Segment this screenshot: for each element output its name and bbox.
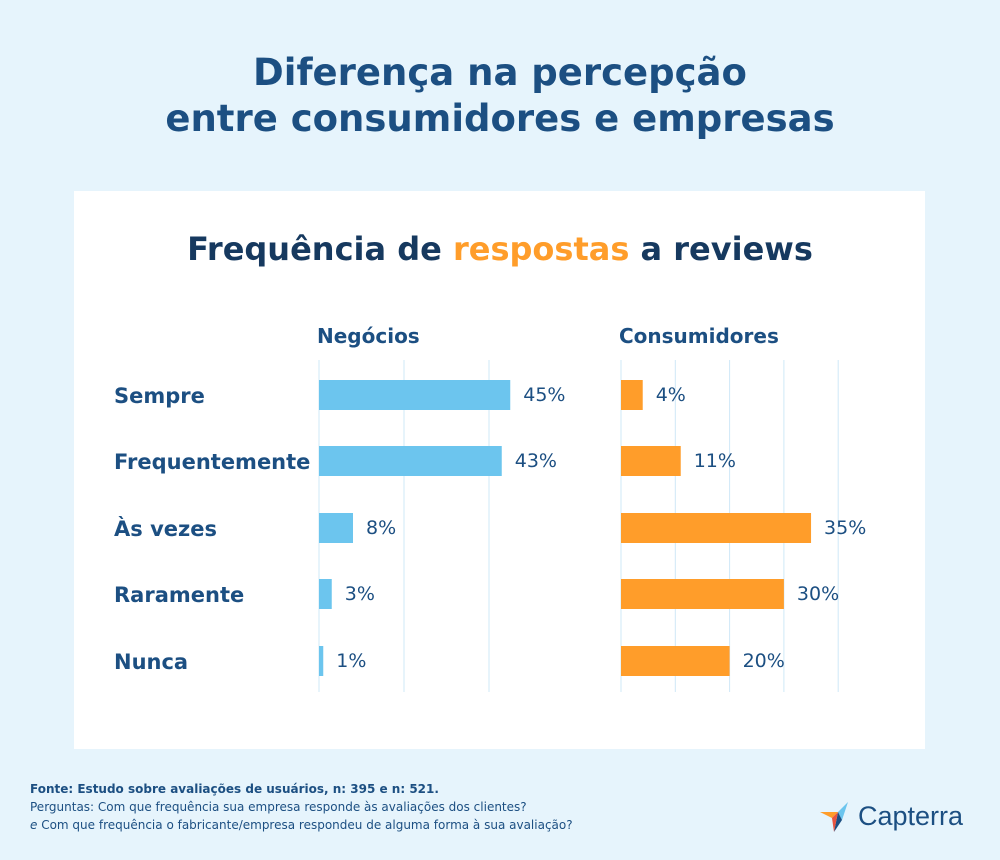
bar-negocios bbox=[319, 646, 324, 676]
bar-negocios bbox=[319, 579, 332, 609]
value-label-negocios: 43% bbox=[515, 450, 557, 472]
source-text: Fonte: Estudo sobre avaliações de usuári… bbox=[30, 782, 439, 796]
logo-text: Capterra bbox=[858, 800, 964, 831]
capterra-arrow-icon bbox=[820, 802, 848, 832]
value-label-negocios: 8% bbox=[366, 517, 396, 539]
value-label-consumidores: 35% bbox=[824, 517, 866, 539]
value-label-consumidores: 20% bbox=[743, 650, 785, 672]
question-2-text: Com que frequência o fabricante/empresa … bbox=[37, 818, 573, 832]
chart-title-part-1: Frequência de bbox=[187, 230, 453, 268]
value-label-consumidores: 30% bbox=[797, 583, 839, 605]
page-title: Diferença na percepção entre consumidore… bbox=[0, 50, 1000, 142]
bar-consumidores bbox=[621, 513, 812, 543]
page-title-line-2: entre consumidores e empresas bbox=[165, 97, 835, 140]
category-label: Às vezes bbox=[114, 516, 217, 541]
bar-negocios bbox=[319, 380, 511, 410]
chart-title-part-2: a reviews bbox=[629, 230, 813, 268]
bar-consumidores bbox=[621, 579, 784, 609]
question-1-text: Perguntas: Com que frequência sua empres… bbox=[30, 800, 527, 814]
panel-title-negocios: Negócios bbox=[317, 324, 420, 348]
category-label: Sempre bbox=[114, 384, 205, 408]
value-label-negocios: 45% bbox=[523, 384, 565, 406]
value-label-negocios: 1% bbox=[336, 650, 366, 672]
category-label: Frequentemente bbox=[114, 450, 310, 474]
value-label-consumidores: 4% bbox=[656, 384, 686, 406]
question-2-prefix: e bbox=[30, 818, 38, 832]
capterra-logo: Capterra bbox=[818, 796, 963, 836]
value-label-consumidores: 11% bbox=[694, 450, 736, 472]
chart-title: Frequência de respostas a reviews bbox=[0, 230, 1000, 268]
question-2-line: e Com que frequência o fabricante/empres… bbox=[30, 816, 750, 834]
category-label: Raramente bbox=[114, 583, 244, 607]
panel-title-consumidores: Consumidores bbox=[619, 324, 779, 348]
category-label: Nunca bbox=[114, 650, 188, 674]
bar-consumidores bbox=[621, 380, 643, 410]
bar-negocios bbox=[319, 513, 353, 543]
page-title-line-1: Diferença na percepção bbox=[253, 51, 747, 94]
bar-consumidores bbox=[621, 646, 730, 676]
chart-title-highlight: respostas bbox=[452, 230, 630, 268]
bar-consumidores bbox=[621, 446, 681, 476]
value-label-negocios: 3% bbox=[345, 583, 375, 605]
source-note: Fonte: Estudo sobre avaliações de usuári… bbox=[30, 780, 750, 834]
bar-negocios bbox=[319, 446, 502, 476]
